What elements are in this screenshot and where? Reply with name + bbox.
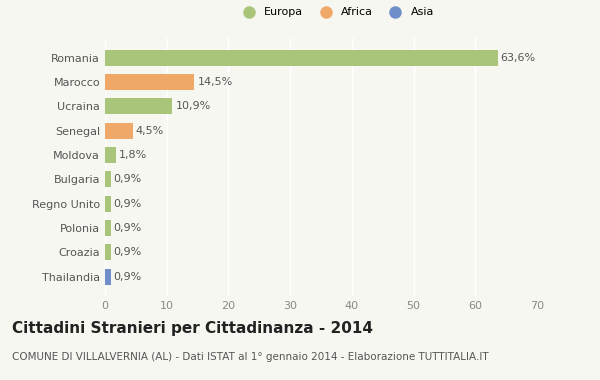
Bar (105, 171, 110, 187)
Text: COMUNE DI VILLALVERNIA (AL) - Dati ISTAT al 1° gennaio 2014 - Elaborazione TUTTI: COMUNE DI VILLALVERNIA (AL) - Dati ISTAT… (12, 352, 488, 361)
Bar (105, 123, 133, 139)
Text: 4,5%: 4,5% (136, 126, 164, 136)
Text: 1,8%: 1,8% (119, 150, 148, 160)
Bar (105, 98, 172, 114)
Bar (105, 74, 194, 90)
Bar (105, 269, 110, 285)
Text: 0,9%: 0,9% (113, 174, 142, 184)
Text: 0,9%: 0,9% (113, 247, 142, 257)
Bar (105, 50, 497, 66)
Text: 10,9%: 10,9% (175, 101, 211, 111)
Bar (105, 244, 110, 260)
Text: 63,6%: 63,6% (500, 53, 536, 63)
Bar (105, 220, 110, 236)
Text: 0,9%: 0,9% (113, 199, 142, 209)
Text: 0,9%: 0,9% (113, 272, 142, 282)
Text: Cittadini Stranieri per Cittadinanza - 2014: Cittadini Stranieri per Cittadinanza - 2… (12, 321, 373, 336)
Bar (105, 196, 110, 212)
Bar (105, 147, 116, 163)
Text: 0,9%: 0,9% (113, 223, 142, 233)
Legend: Europa, Africa, Asia: Europa, Africa, Asia (238, 8, 434, 17)
Text: 14,5%: 14,5% (197, 77, 233, 87)
